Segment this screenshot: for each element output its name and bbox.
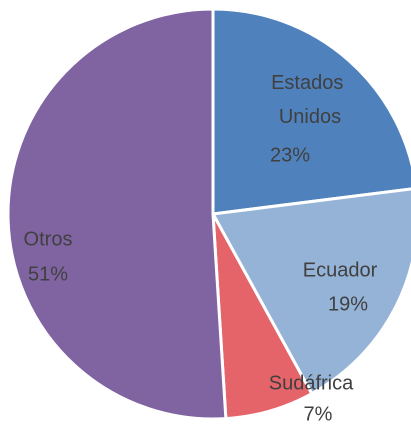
slice-label: Ecuador xyxy=(303,259,378,281)
pie-slice xyxy=(211,7,411,216)
slice-value-label: 19% xyxy=(328,293,368,315)
slice-value-label: 7% xyxy=(304,403,333,425)
pie-slice xyxy=(210,187,411,396)
slice-value-label: 23% xyxy=(270,144,310,166)
slice-label: Sudáfrica xyxy=(269,372,354,394)
slice-value-label: 51% xyxy=(28,263,68,285)
pie-slice xyxy=(6,7,228,421)
slice-label: Estados Unidos xyxy=(271,72,349,128)
slice-label: Otros xyxy=(24,228,73,250)
